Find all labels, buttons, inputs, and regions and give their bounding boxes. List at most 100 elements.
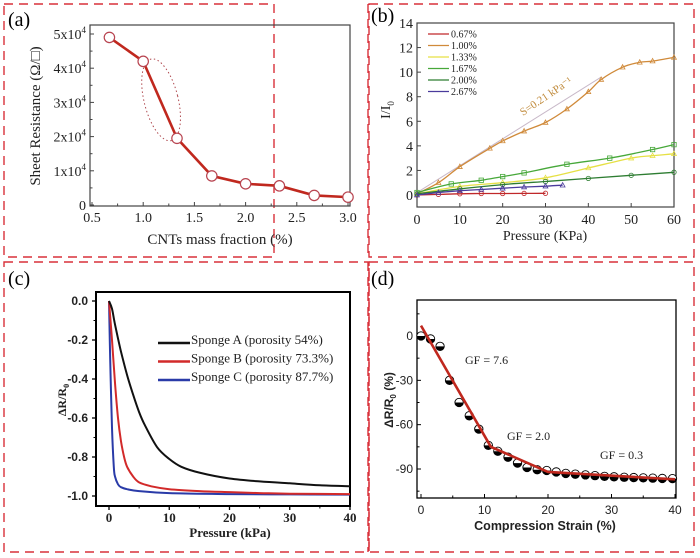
x-axis-label: Pressure (kPa) [189, 525, 270, 540]
data-point [542, 190, 549, 196]
data-point-fill [493, 451, 503, 456]
data-point [342, 191, 354, 203]
x-tick-label: 10 [453, 213, 467, 228]
x-tick-label: 20 [223, 510, 236, 525]
data-point [500, 190, 506, 197]
y-tick-label: 8 [406, 91, 413, 106]
data-point [499, 137, 506, 144]
data-point [308, 189, 321, 202]
data-point [239, 177, 252, 190]
data-point [542, 119, 549, 125]
x-tick-label: 60 [667, 213, 681, 228]
x-tick-label: 30 [605, 503, 619, 517]
y-tick-label: 6 [406, 115, 413, 130]
panel-borders [3, 3, 695, 553]
fit-line [419, 325, 676, 481]
series-line-Sponge B (porosity 73.3%) [108, 300, 351, 496]
legend-label: Sponge C (porosity 87.7%) [191, 369, 333, 384]
chart-panel-d: 0 10 20 30 40 0 -30 -60 -90 Compression Strain (%… [382, 299, 682, 533]
data-point [607, 155, 613, 161]
data-point-fill [416, 336, 426, 341]
x-tick-label: 50 [624, 213, 638, 228]
data-point [564, 161, 570, 167]
x-tick-label: 0 [418, 503, 425, 517]
data-point [500, 173, 506, 180]
legend-label: 1.33% [451, 53, 477, 64]
data-point [478, 177, 484, 183]
data-point [521, 183, 528, 190]
series-line-Sponge C (porosity 87.7%) [108, 300, 351, 496]
chart-panel-a: 0.5 1.0 1.5 2.0 2.5 3.0 0 1x104 2x104 3x104 4x104 5… [28, 24, 357, 248]
data-point [619, 63, 626, 70]
legend-label: 1.67% [451, 64, 477, 75]
data-point [456, 163, 463, 169]
data-point-fill [465, 415, 474, 420]
y-tick-label: -0.6 [67, 411, 88, 425]
data-point [598, 76, 605, 82]
y-tick-label: -90 [396, 462, 414, 476]
legend-label: Sponge A (porosity 54%) [191, 332, 323, 347]
data-point-fill [629, 477, 638, 482]
data-point-fill [600, 476, 609, 481]
data-point-fill [533, 469, 542, 474]
data-point [649, 152, 656, 158]
data-point [670, 150, 678, 157]
data-point [206, 170, 218, 182]
data-point [435, 189, 442, 195]
data-point [559, 181, 566, 188]
gf-annotation: GF = 0.3 [600, 448, 643, 462]
y-axis-label: ΔR/R0 [55, 384, 71, 416]
y-axis-label: Sheet Resistance (Ω/□) [28, 46, 44, 185]
data-point-fill [590, 475, 600, 480]
data-point [171, 132, 183, 145]
data-point-fill [561, 473, 570, 478]
x-tick-label: 20 [541, 503, 555, 517]
y-tick-label: 14 [399, 17, 413, 32]
data-point-fill [513, 463, 522, 468]
data-point [649, 57, 656, 64]
x-tick-label: 0 [414, 213, 421, 228]
x-tick-label: 3.0 [339, 211, 357, 226]
data-point [628, 172, 634, 178]
fit-line [416, 76, 602, 193]
y-tick-label: 0 [406, 189, 413, 204]
y-tick-label: 2 [406, 164, 413, 179]
y-tick-label: -1.0 [67, 489, 88, 503]
panel-label-c: (c) [8, 268, 30, 290]
y-tick-label: 4x104 [54, 59, 87, 77]
y-tick-label: 0 [406, 329, 413, 343]
data-point [585, 88, 592, 94]
x-tick-label: 40 [668, 503, 682, 517]
x-tick-label: 2.0 [237, 211, 255, 226]
y-axis-label: I/I0 [379, 101, 396, 119]
legend-label: 2.67% [451, 87, 477, 98]
data-point [521, 190, 527, 197]
data-point [521, 170, 527, 176]
data-point [585, 164, 592, 171]
panel-d-border [368, 261, 695, 553]
panel-label-d: (d) [371, 268, 394, 290]
data-point-fill [454, 402, 464, 407]
series-line-Sponge A (porosity 54%) [108, 300, 351, 488]
data-point [273, 180, 286, 192]
x-axis-label: Pressure (KPa) [503, 229, 588, 244]
data-point [103, 31, 116, 44]
data-point-fill [609, 476, 619, 482]
x-tick-label: 0 [106, 510, 113, 525]
legend-label: 2.00% [451, 76, 477, 87]
legend-label: Sponge B (porosity 73.3%) [191, 351, 333, 366]
data-point [671, 142, 677, 148]
data-point [456, 187, 463, 193]
data-point [478, 186, 485, 192]
legend-label: 0.67% [451, 30, 477, 41]
data-point [671, 169, 677, 175]
y-tick-label: 0.0 [71, 294, 88, 308]
gf-annotation: GF = 7.6 [465, 353, 508, 367]
x-tick-label: 40 [344, 510, 357, 525]
panel-label-a: (a) [8, 9, 30, 31]
data-point-fill [435, 346, 445, 351]
x-tick-label: 30 [283, 510, 296, 525]
data-point-fill [503, 457, 513, 462]
y-tick-label: 4 [406, 140, 413, 155]
